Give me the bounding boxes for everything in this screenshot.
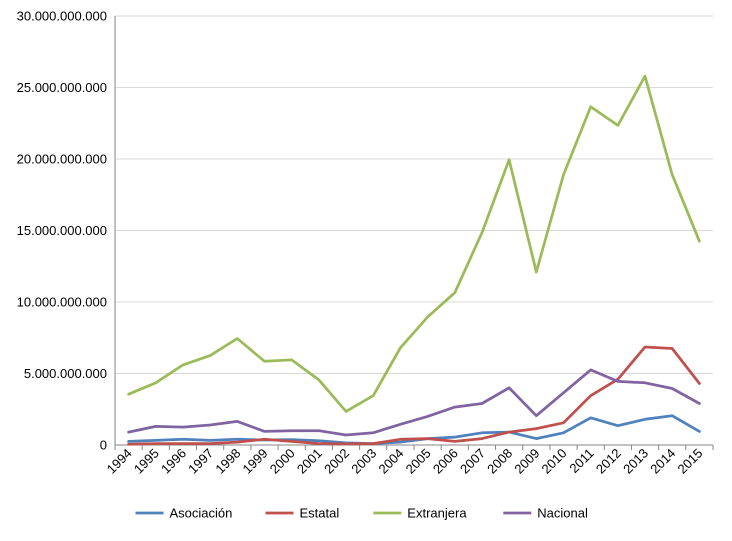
y-tick-label: 0 (100, 438, 107, 453)
series-lines (127, 74, 701, 446)
x-tick-label: 2011 (566, 446, 596, 476)
gridlines (115, 15, 713, 374)
x-tick-label: 2004 (375, 446, 406, 477)
x-tick-label: 2013 (620, 446, 651, 477)
x-tick-label: 2006 (430, 446, 461, 477)
y-tick-label: 5.000.000.000 (24, 366, 107, 381)
x-tick-label: 2009 (511, 446, 542, 477)
legend-label: Asociación (170, 506, 233, 521)
legend: Asociación Estatal Extranjera Nacional (135, 506, 588, 521)
series-line-nacional (127, 368, 701, 437)
y-tick-label: 20.000.000.000 (17, 152, 107, 167)
y-tick-label: 15.000.000.000 (17, 223, 107, 238)
x-tick-label: 2007 (457, 446, 488, 477)
x-tick-label: 1997 (185, 446, 216, 477)
x-tick-label: 1998 (212, 446, 243, 477)
series-line-asociacion (127, 414, 701, 445)
x-tick-label: 2005 (403, 446, 434, 477)
legend-item: Asociación (135, 506, 233, 521)
x-tick-label: 2012 (593, 446, 624, 477)
y-tick-label: 10.000.000.000 (17, 295, 107, 310)
legend-label: Extranjera (407, 506, 467, 521)
x-tick-label: 2001 (294, 446, 325, 477)
x-tick-label: 1999 (240, 446, 271, 477)
x-tick-label: 2002 (321, 446, 352, 477)
legend-item: Extranjera (373, 506, 467, 521)
series-line-extranjera (127, 74, 701, 413)
x-tick-label: 2010 (539, 446, 570, 477)
legend-item: Nacional (503, 506, 588, 521)
x-tick-label: 2014 (647, 446, 678, 477)
x-tick-label: 1994 (104, 446, 135, 477)
y-tick-label: 30.000.000.000 (17, 9, 107, 24)
series-line-estatal (127, 345, 701, 446)
x-tick-label: 2000 (267, 446, 298, 477)
legend-label: Estatal (300, 506, 340, 521)
x-tick-label: 2015 (674, 446, 705, 477)
axes: 0 5.000.000.000 10.000.000.000 15.000.000.0… (17, 9, 714, 477)
legend-item: Estatal (265, 506, 340, 521)
x-tick-label: 1995 (131, 446, 162, 477)
x-tick-label: 2008 (484, 446, 515, 477)
y-tick-label: 25.000.000.000 (17, 80, 107, 95)
legend-label: Nacional (537, 506, 588, 521)
x-tick-label: 2003 (348, 446, 379, 477)
x-tick-label: 1996 (158, 446, 189, 477)
